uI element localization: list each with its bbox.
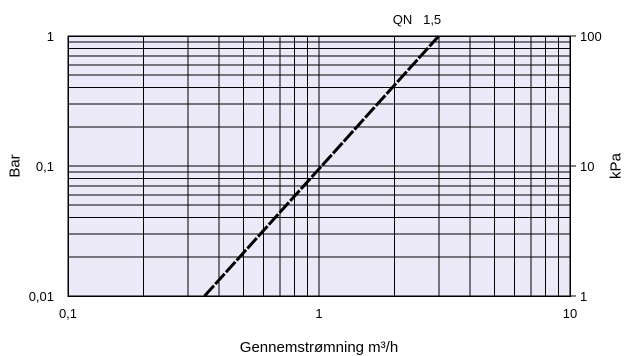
y-tick-label: 0,1 [36,159,54,174]
x-tick-label: 10 [563,306,577,321]
y-axis-label: Bar [6,154,23,177]
x-tick-label: 0,1 [59,306,77,321]
y2-tick-label: 10 [580,159,594,174]
y2-axis-label: kPa [607,152,624,179]
x-tick-label: 1 [315,306,322,321]
y-tick-label: 0,01 [29,289,54,304]
grid [67,35,571,297]
y2-tick-label: 1 [580,289,587,304]
series-line [203,34,440,298]
y2-tick-label: 100 [580,29,602,44]
series-label: QN 1,5 [393,12,441,27]
series-layer [203,34,440,298]
x-axis-label: Gennemstrømning m³/h [240,339,398,356]
y-tick-label: 1 [47,29,54,44]
